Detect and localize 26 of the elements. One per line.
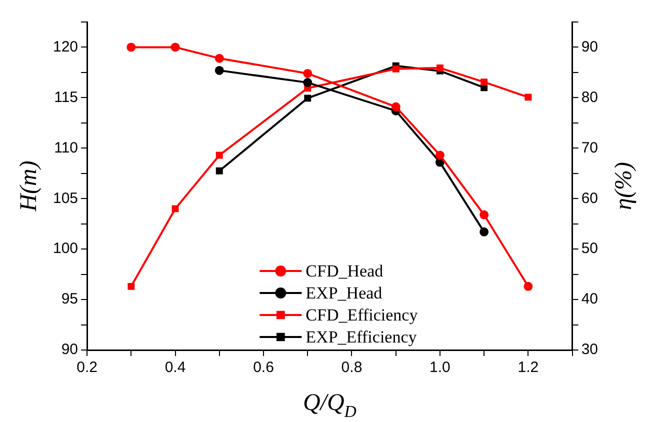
x-tick-label: 1.2 (518, 359, 539, 376)
x-tick-label: 0.2 (76, 359, 98, 376)
y-tick-label: 100 (52, 240, 78, 258)
y-tick-label: 110 (54, 139, 78, 156)
y-tick-label: 115 (54, 88, 78, 106)
x-tick-label: 0.4 (164, 359, 186, 376)
y-tick-label: 95 (61, 290, 78, 308)
y-tick-label: 90 (61, 341, 78, 358)
legend-label: EXP_Efficiency (306, 327, 418, 346)
legend-label: CFD_Head (306, 261, 384, 280)
legend-label: CFD_Efficiency (306, 305, 418, 324)
y2-tick-label: 60 (581, 190, 598, 207)
x-tick-label: 1.0 (430, 359, 450, 376)
y2-tick-label: 50 (581, 240, 598, 258)
y2-tick-label: 40 (581, 290, 598, 308)
y-axis-title: H(m) (16, 160, 42, 212)
y2-axis-title: η(%) (611, 162, 637, 210)
legend-label: EXP_Head (306, 283, 383, 302)
y2-tick-label: 30 (581, 341, 598, 358)
y2-tick-label: 90 (581, 38, 598, 56)
y-tick-label: 105 (52, 190, 78, 207)
y2-tick-label: 70 (581, 139, 598, 156)
y-tick-label: 120 (52, 38, 78, 56)
x-tick-label: 0.6 (253, 359, 274, 376)
x-tick-label: 0.8 (341, 359, 362, 376)
y2-tick-label: 80 (581, 88, 598, 106)
